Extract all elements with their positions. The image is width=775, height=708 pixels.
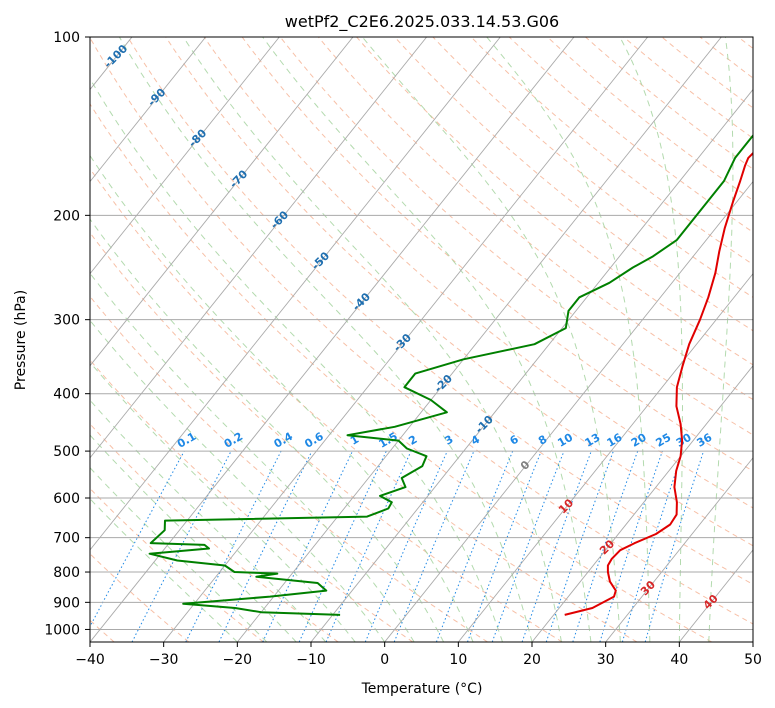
dry-adiabat-line: [203, 37, 753, 509]
isotherm-line: [236, 37, 722, 642]
x-tick-label: −10: [296, 652, 326, 668]
moist-adiabat-line: [90, 218, 445, 642]
moist-adiabat-line: [486, 37, 651, 642]
y-tick-label: 800: [53, 565, 80, 581]
temperature-profile: [564, 151, 753, 616]
y-axis-title: Pressure (hPa): [13, 290, 29, 390]
x-tick-label: 40: [670, 652, 688, 668]
mixing-ratio-line: [545, 450, 614, 642]
isotherm-line: [457, 272, 753, 642]
isotherm-line: [310, 88, 753, 642]
isotherm-line: [90, 37, 280, 275]
moist-adiabat-line: [90, 434, 297, 642]
background-grid: [90, 37, 753, 642]
mixing-ratio-line: [467, 450, 542, 642]
moist-adiabat-line: [90, 399, 327, 642]
y-tick-label: 300: [53, 313, 80, 329]
x-tick-label: −30: [149, 652, 179, 668]
dry-adiabat-line: [90, 295, 488, 642]
moist-adiabat-line: [90, 361, 356, 642]
dry-adiabat-line: [432, 37, 753, 298]
sounding-series-layer: [148, 133, 753, 616]
x-tick-label: 50: [744, 652, 762, 668]
y-tick-label: 700: [53, 531, 80, 547]
dry-adiabat-line: [241, 37, 753, 472]
x-tick-label: 0: [380, 652, 389, 668]
dry-adiabat-line: [90, 553, 190, 642]
x-tick-label: −40: [75, 652, 105, 668]
isotherm-line: [90, 37, 354, 367]
isotherm-line: [531, 365, 753, 642]
dry-adiabat-line: [394, 37, 753, 332]
moist-adiabat-line: [708, 37, 734, 642]
dry-adiabat-line: [90, 37, 753, 625]
x-tick-label: 30: [597, 652, 615, 668]
moist-adiabat-line: [362, 37, 621, 642]
mixing-ratio-line: [435, 450, 514, 642]
moist-adiabat-line: [90, 154, 474, 642]
chart-title: wetPf2_C2E6.2025.033.14.53.G06: [285, 12, 559, 32]
plot-frame: [89, 36, 754, 643]
mixing-ratio-line: [364, 450, 448, 642]
dry-adiabat-line: [317, 37, 753, 401]
moist-adiabat-line: [619, 37, 683, 642]
mixing-ratio-line: [491, 450, 565, 642]
mixing-ratio-line: [599, 450, 663, 642]
dry-adiabat-line: [90, 423, 339, 642]
moist-adiabat-line: [118, 37, 533, 642]
dry-adiabat-line: [90, 359, 414, 642]
mixing-ratio-line: [572, 450, 639, 642]
dry-adiabat-line: [90, 103, 712, 642]
y-tick-label: 1000: [44, 622, 80, 638]
y-tick-label: 600: [53, 491, 80, 507]
axes-layer: −40 −30 −20 −10 0 10 20 30 40 50 100 200 300 400 500 60…: [44, 30, 762, 668]
moist-adiabat-line: [90, 498, 238, 642]
mixing-ratio-line: [90, 450, 185, 628]
moist-adiabat-line: [182, 37, 562, 642]
mixing-ratio-line: [185, 450, 282, 642]
dewpoint-profile: [148, 133, 753, 616]
x-tick-label: 10: [449, 652, 467, 668]
mixing-ratio-line: [521, 450, 592, 642]
y-tick-label: 500: [53, 444, 80, 460]
dry-adiabat-line: [90, 487, 264, 642]
x-tick-label: −20: [223, 652, 253, 668]
dry-adiabat-line: [127, 37, 753, 586]
y-tick-label: 100: [53, 30, 80, 46]
y-tick-label: 900: [53, 595, 80, 611]
dry-adiabat-line: [90, 231, 563, 642]
y-tick-label: 200: [53, 208, 80, 224]
isotherm-line: [90, 37, 575, 642]
isotherm-line: [90, 37, 428, 459]
isotherm-line: [163, 37, 649, 642]
isotherm-line: [384, 180, 753, 642]
dry-adiabat-line: [90, 167, 638, 642]
x-axis-title: Temperature (°C): [361, 681, 483, 697]
y-tick-label: 400: [53, 387, 80, 403]
mixing-ratio-line: [621, 450, 684, 642]
moist-adiabat-line: [262, 37, 592, 642]
isotherm-line: [605, 457, 753, 642]
isotherm-line: [90, 37, 207, 183]
plot-area: [90, 37, 753, 642]
moist-adiabat-line: [90, 77, 503, 642]
mixing-ratio-line: [325, 450, 412, 642]
isotherm-line: [90, 37, 501, 551]
x-tick-label: 20: [523, 652, 541, 668]
